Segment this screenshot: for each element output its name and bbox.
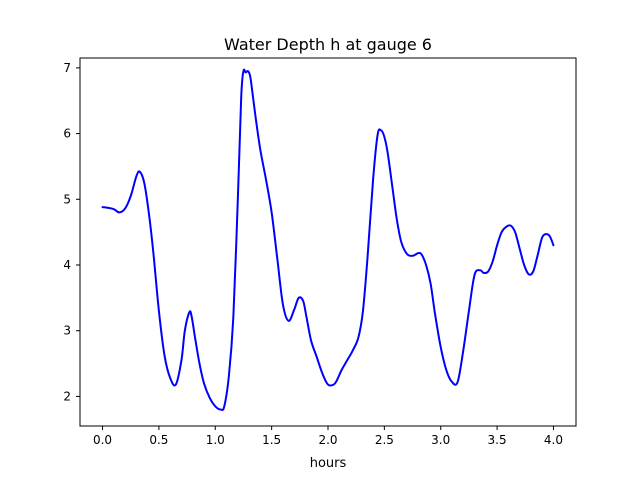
y-tick-label: 4 bbox=[63, 258, 71, 272]
x-tick-label: 2.5 bbox=[375, 433, 394, 447]
x-tick-label: 4.0 bbox=[544, 433, 563, 447]
x-tick-label: 0.5 bbox=[149, 433, 168, 447]
x-tick-label: 1.0 bbox=[206, 433, 225, 447]
x-tick-label: 3.5 bbox=[488, 433, 507, 447]
x-tick-label: 1.5 bbox=[262, 433, 281, 447]
y-tick-label: 3 bbox=[63, 324, 71, 338]
chart-title: Water Depth h at gauge 6 bbox=[224, 35, 432, 54]
x-axis: 0.0 0.5 1.0 1.5 2.0 2.5 3.0 3.5 4.0 bbox=[93, 426, 563, 447]
x-axis-label: hours bbox=[310, 456, 347, 471]
y-tick-label: 6 bbox=[63, 127, 71, 141]
x-tick-label: 3.0 bbox=[431, 433, 450, 447]
plot-area bbox=[79, 57, 577, 427]
plot-frame bbox=[79, 57, 577, 427]
y-tick-label: 5 bbox=[63, 192, 71, 206]
series-line-water-depth bbox=[101, 68, 555, 411]
x-tick-label: 2.0 bbox=[318, 433, 337, 447]
y-axis: 2 3 4 5 6 7 bbox=[63, 61, 80, 403]
y-tick-label: 7 bbox=[63, 61, 71, 75]
y-tick-label: 2 bbox=[63, 389, 71, 403]
x-tick-label: 0.0 bbox=[93, 433, 112, 447]
